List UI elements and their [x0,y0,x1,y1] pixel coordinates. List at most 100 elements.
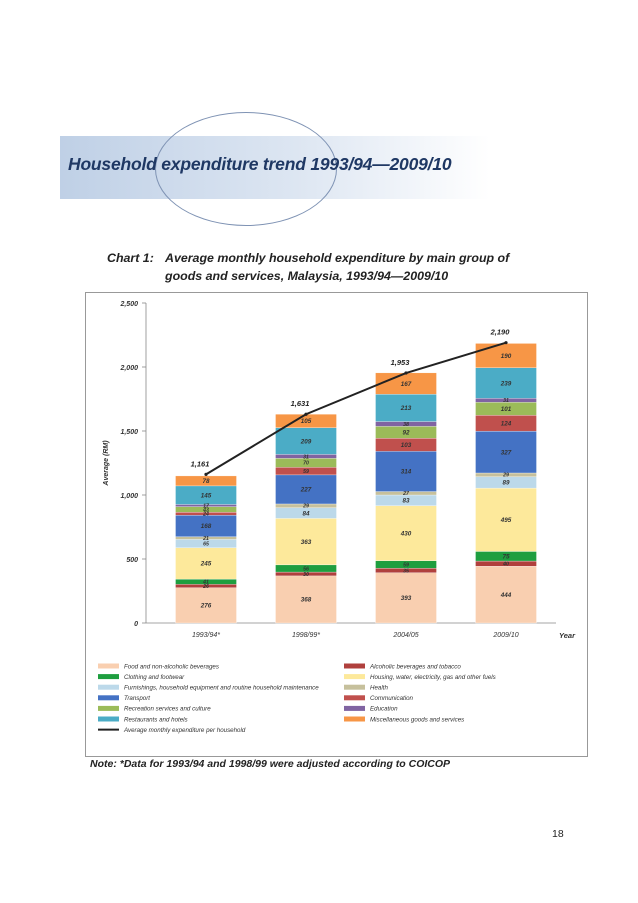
bar-value-label: 27 [402,491,410,497]
bar-value-label: 30 [303,572,309,578]
total-expenditure-point [304,412,308,416]
bar-segment [475,343,537,368]
y-tick-label: 2,500 [119,301,138,308]
legend-swatch [344,716,365,722]
bar-segment [375,394,437,422]
total-expenditure-point [504,341,508,345]
section-title: Household expenditure trend 1993/94—2009… [68,154,452,174]
bar-value-label: 124 [501,420,512,427]
chart-caption-label: Chart 1: [107,251,154,265]
bar-value-label: 167 [401,381,412,388]
bar-value-label: 213 [400,405,412,412]
bar-value-label: 43 [202,507,209,513]
chart-caption-line2: goods and services, Malaysia, 1993/94—20… [165,269,449,283]
bar-value-label: 38 [403,422,409,428]
legend-label: Furnishings, household equipment and rou… [124,685,319,692]
bar-segment [375,505,437,561]
legend-label: Alcoholic beverages and tobacco [369,663,461,670]
stacked-bar-chart: 0 500 1,000 1,500 2,000 2,500 Average (RM) 1993… [98,301,576,734]
legend-swatch [98,684,119,690]
bar-value-label: 363 [301,539,312,546]
bar-value-label: 70 [303,461,309,467]
bar-value-label: 41 [202,580,209,586]
bar-value-label: 101 [501,406,512,413]
bar-segment [475,566,537,624]
legend-label: Health [370,685,388,692]
bar-value-label: 26 [202,584,209,590]
legend-label: Average monthly expenditure per househol… [123,727,246,734]
legend-label: Transport [124,695,150,702]
legend-label: Miscellaneous goods and services [370,716,464,723]
bar-value-label: 31 [303,454,309,460]
total-expenditure-line [205,341,507,476]
bar-value-label: 239 [500,380,512,387]
bar-segment [275,474,337,505]
legend-swatch [344,684,365,690]
bar-segment [275,575,337,624]
bar-value-label: 368 [301,597,312,604]
bar-value-label: 59 [303,469,309,475]
legend-swatch [344,705,365,711]
bar-segment [475,487,537,552]
bar-value-label: 444 [500,592,512,599]
bar-value-label: 89 [502,480,510,487]
y-tick-label: 2,000 [119,365,138,372]
bar-value-label: 103 [401,442,412,449]
x-tick-label: 1998/99* [292,632,320,639]
legend-swatch [98,705,119,711]
bar-value-label: 21 [202,536,209,542]
legend-label: Restaurants and hotels [124,716,188,723]
bar-value-label: 314 [401,469,412,476]
x-tick-label: 1993/94* [192,632,220,639]
bar-segment [375,451,437,492]
total-expenditure-label: 1,953 [391,358,411,367]
bar-value-label: 430 [400,530,412,537]
bar-segment [475,430,537,474]
bar-segment [375,572,437,624]
bar-value-label: 83 [402,498,410,505]
bar-value-label: 17 [203,503,210,509]
bar-value-label: 35 [403,568,409,574]
bar-value-label: 65 [203,541,209,547]
y-axis-title: Average (RM) [103,440,110,487]
total-expenditure-label: 1,161 [191,459,210,468]
legend-swatch [344,695,365,701]
bar-segment [475,367,537,399]
decorative-ellipse [155,112,337,226]
bar-value-label: 495 [500,517,512,524]
legend-swatch [98,674,119,680]
chart-caption-line1: Average monthly household expenditure by… [165,251,510,265]
bar-value-label: 105 [301,418,312,425]
bar-value-label: 40 [502,561,509,567]
bar-value-label: 29 [302,504,309,510]
bar-segment [275,427,337,455]
y-tick-label: 500 [126,557,138,564]
legend-swatch [98,716,119,722]
bar-value-label: 393 [401,595,412,602]
bar-value-label: 29 [502,473,509,479]
bar-value-label: 168 [201,523,212,530]
legend-swatch [344,663,365,669]
legend-label: Clothing and footwear [124,674,185,681]
legend-label: Education [370,706,398,713]
total-expenditure-point [404,371,408,375]
bar-value-label: 75 [502,554,510,561]
bar-segment [275,518,337,566]
bar-value-label: 92 [402,430,410,437]
chart-container: 0 500 1,000 1,500 2,000 2,500 Average (RM) 1993… [85,292,588,757]
bar-value-label: 209 [300,438,312,445]
legend-label: Housing, water, electricity, gas and oth… [370,674,496,681]
x-tick-label: 2009/10 [492,632,518,639]
bar-value-label: 24 [202,512,209,518]
legend-swatch [98,695,119,701]
bar-value-label: 145 [201,492,212,499]
bar-value-label: 190 [501,353,512,360]
bar-value-label: 59 [403,562,409,568]
y-tick-label: 1,500 [120,429,138,436]
legend-swatch [344,674,365,680]
bar-value-label: 84 [302,510,310,517]
total-expenditure-point [204,472,208,476]
bar-value-label: 227 [300,487,312,494]
page-number: 18 [552,828,564,840]
bar-value-label: 56 [303,566,309,572]
